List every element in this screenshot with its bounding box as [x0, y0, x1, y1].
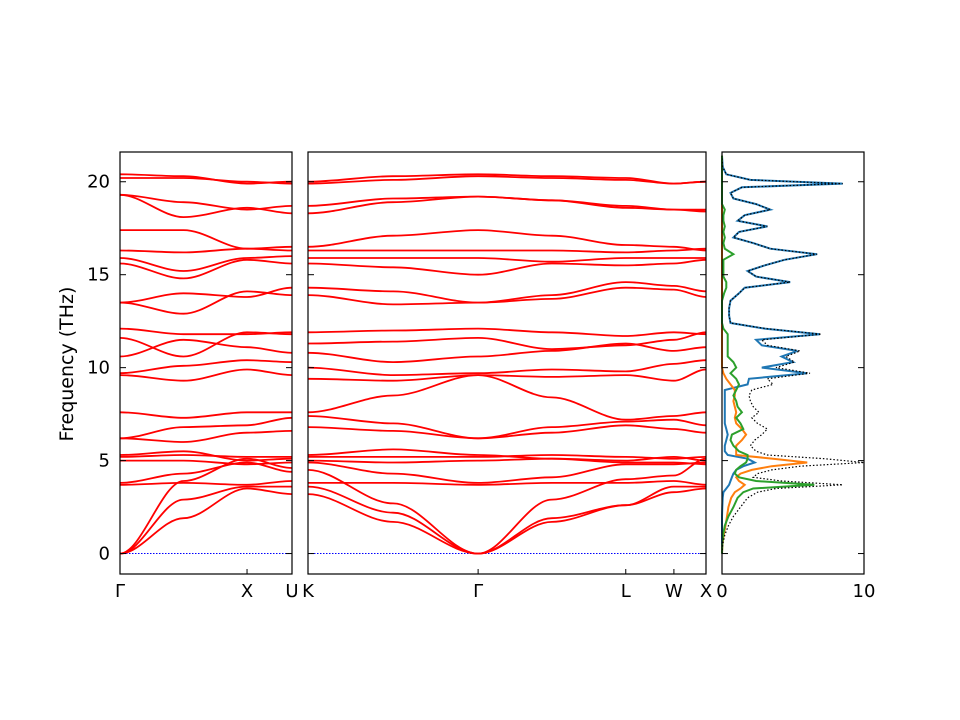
band-panel-0-band-21: [120, 229, 293, 252]
band-panel-0-band-2: [119, 457, 293, 555]
band-panel-1-band-21: [307, 229, 707, 252]
band-panel-1-band-7: [307, 448, 707, 462]
y-tick-label-4: 20: [87, 172, 110, 193]
band-panel-1-band-0: [307, 487, 707, 555]
y-tick-label-0: 0: [99, 544, 110, 565]
band-panel-0-xtick-label-2: U: [285, 581, 298, 602]
band-panel-0-band-7: [119, 450, 293, 462]
y-axis-title: Frequency (THz): [56, 287, 78, 442]
band-panel-1-xtick-label-3: W: [665, 581, 683, 602]
band-panel-1-band-8: [307, 424, 707, 440]
y-tick-label-2: 10: [87, 358, 110, 379]
dos-panel-frame: [721, 151, 865, 575]
band-panel-0-band-8: [119, 430, 293, 443]
band-panel-0-band-17: [119, 286, 293, 304]
band-panel-1-frame: [307, 151, 707, 575]
band-panel-1-band-16: [307, 286, 707, 306]
band-panel-1-band-15: [307, 327, 707, 337]
band-panel-1-band-23: [307, 195, 707, 213]
band-panel-0-band-18: [119, 258, 293, 280]
band-panel-0-band-4: [119, 461, 293, 484]
band-panel-1-band-18: [307, 258, 707, 276]
dos-xtick-label-1: 10: [853, 581, 876, 602]
dos-series-1: [721, 155, 843, 554]
band-panel-1-band-13: [307, 342, 707, 364]
band-panel-1-band-20: [307, 247, 707, 254]
band-panel-1-xtick-label-4: X: [700, 581, 712, 602]
band-panel-0-band-19: [119, 255, 293, 272]
band-panel-1-band-25: [307, 173, 707, 185]
band-panel-1-band-4: [307, 461, 707, 484]
band-panel-0-band-20: [119, 245, 293, 254]
band-panel-0-band-25: [119, 173, 293, 185]
y-tick-label-3: 15: [87, 265, 110, 286]
band-panel-1-band-11: [307, 368, 707, 382]
band-panel-0-band-1: [119, 485, 292, 555]
band-panel-1-band-14: [307, 331, 707, 351]
band-panel-0-frame: [119, 151, 293, 575]
band-panel-1-band-1: [307, 485, 706, 555]
band-panel-0-xtick-label-0: Γ: [115, 581, 125, 602]
band-panel-0-band-0: [119, 487, 293, 555]
band-panel-1-band-19: [307, 257, 706, 263]
band-panel-0-band-5: [119, 459, 293, 466]
band-panel-0-band-15: [119, 327, 293, 336]
y-tick-label-1: 5: [99, 451, 110, 472]
band-panel-0-band-11: [119, 368, 293, 382]
band-panel-0-band-13: [119, 338, 293, 358]
dos-series-3: [721, 155, 815, 554]
band-panel-left: 0 5 10 15 20 Γ X U: [87, 151, 299, 602]
band-panel-0-band-23: [119, 193, 293, 219]
band-panel-1-xtick-label-1: Γ: [473, 581, 483, 602]
band-panel-1-xtick-label-2: L: [621, 581, 631, 602]
band-panel-0-band-12: [119, 359, 293, 375]
dos-panel: 0 10: [716, 151, 876, 602]
band-panel-1-xtick-label-0: K: [302, 581, 315, 602]
band-panel-0-band-22: [119, 193, 293, 211]
band-panel-0-band-10: [119, 411, 292, 419]
band-panel-1-band-2: [307, 457, 707, 555]
band-panel-1-band-10: [307, 374, 707, 421]
band-panel-0-band-9: [119, 416, 293, 440]
band-panel-0-xtick-label-1: X: [241, 581, 253, 602]
band-panel-1-band-6: [308, 454, 707, 460]
dos-series-0: [721, 155, 865, 554]
band-panel-0-band-3: [119, 480, 293, 486]
band-panel-1-band-3: [308, 480, 707, 486]
band-panel-1-band-12: [307, 359, 707, 377]
band-panel-1-band-17: [307, 281, 707, 304]
dos-xtick-label-0: 0: [716, 581, 727, 602]
band-panel-1-band-9: [307, 415, 707, 440]
